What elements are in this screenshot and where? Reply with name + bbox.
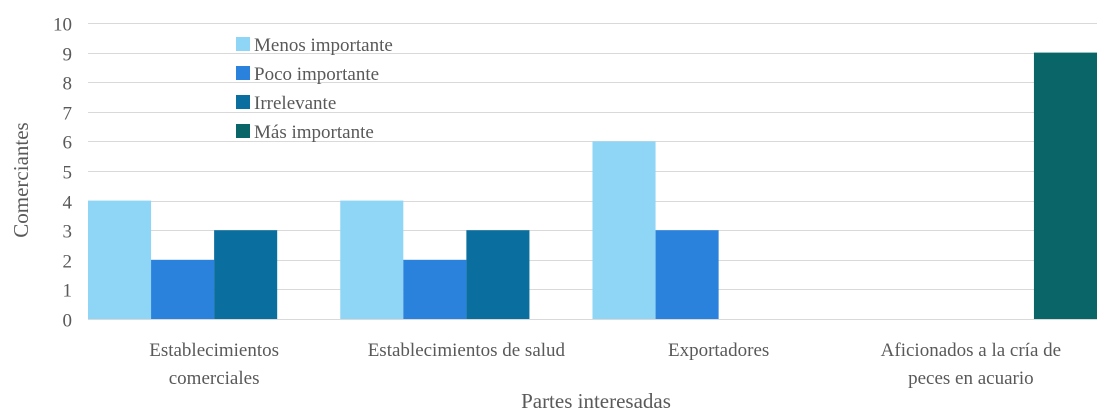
legend-swatch bbox=[236, 37, 250, 51]
bar bbox=[1033, 52, 1097, 319]
legend-label: Irrelevante bbox=[254, 93, 336, 114]
bar bbox=[340, 200, 404, 319]
x-axis-title: Partes interesadas bbox=[521, 389, 671, 413]
bar bbox=[655, 230, 719, 319]
y-tick-label: 9 bbox=[63, 45, 73, 66]
x-category-label: peces en acuario bbox=[908, 368, 1034, 389]
y-tick-label: 8 bbox=[63, 74, 73, 95]
bar bbox=[214, 230, 278, 319]
y-tick-label: 6 bbox=[63, 133, 73, 154]
x-category-label: Exportadores bbox=[668, 340, 769, 361]
y-tick-label: 0 bbox=[63, 311, 73, 332]
x-category-label: Establecimientos bbox=[149, 340, 279, 361]
bar bbox=[403, 259, 467, 319]
bar bbox=[592, 141, 656, 319]
legend-label: Más importante bbox=[254, 122, 374, 143]
bar bbox=[151, 259, 215, 319]
y-tick-label: 7 bbox=[63, 104, 73, 125]
bars bbox=[88, 52, 1097, 319]
y-axis-title: Comerciantes bbox=[9, 122, 33, 237]
y-tick-label: 4 bbox=[63, 193, 73, 214]
y-axis-ticks: 0 1 2 3 4 5 6 7 8 9 10 bbox=[53, 15, 73, 332]
x-category-label: Aficionados a la cría de bbox=[881, 340, 1061, 361]
legend-swatch bbox=[236, 95, 250, 109]
y-tick-label: 1 bbox=[63, 281, 73, 302]
legend-swatch bbox=[236, 66, 250, 80]
x-category-label: comerciales bbox=[169, 368, 260, 389]
legend-label: Poco importante bbox=[254, 64, 379, 85]
y-tick-label: 5 bbox=[63, 163, 73, 184]
x-category-label: Establecimientos de salud bbox=[368, 340, 566, 361]
bar bbox=[466, 230, 530, 319]
legend-swatch bbox=[236, 124, 250, 138]
y-tick-label: 10 bbox=[53, 15, 72, 36]
x-axis-categories: Establecimientos comerciales Establecimien… bbox=[149, 340, 1061, 389]
bar bbox=[88, 200, 152, 319]
legend-label: Menos importante bbox=[254, 35, 393, 56]
legend: Menos importante Poco importante Irrelevan… bbox=[236, 35, 393, 143]
y-tick-label: 3 bbox=[63, 222, 73, 243]
y-tick-label: 2 bbox=[63, 252, 73, 273]
